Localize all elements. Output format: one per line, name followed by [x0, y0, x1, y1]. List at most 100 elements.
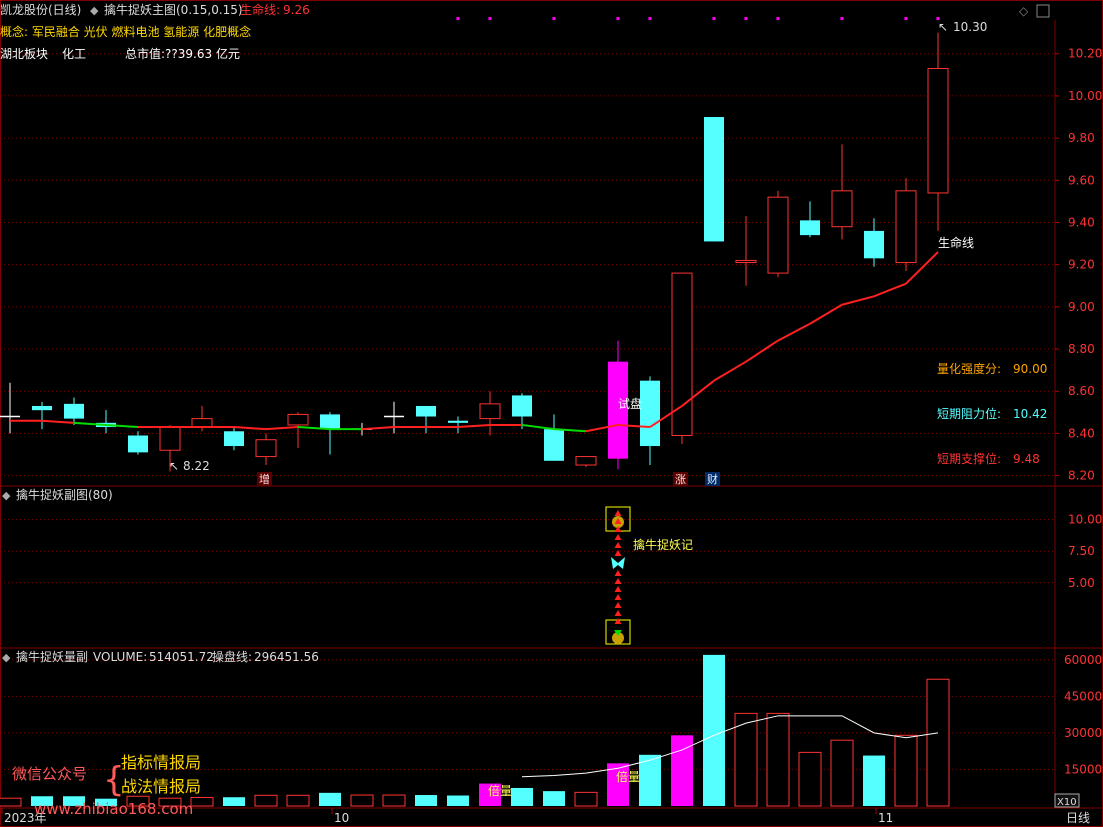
y-tick-label: 9.00: [1068, 300, 1095, 314]
candle-body: [831, 190, 853, 228]
ops-line: [521, 715, 939, 778]
lifeline-segment: [105, 423, 139, 429]
volume-bar: [543, 791, 565, 806]
lifeline-tag: 生命线: [938, 235, 974, 250]
zeng-badge: [257, 472, 272, 486]
money-bag-icon: [612, 632, 624, 644]
x-tick-label: 11: [878, 811, 893, 825]
main-y-axis: 10.20 10.00 9.80 9.60 9.40 9.20 9.00 8.80 8.60 8.…: [1055, 47, 1102, 483]
volume-value: 514051.72: [149, 650, 214, 664]
resist-value: 10.42: [1013, 407, 1047, 421]
y-tick-label: 15000: [1064, 762, 1102, 776]
market-cap: 总市值:??39.63 亿元: [125, 46, 240, 61]
signal-dot: [744, 17, 748, 20]
x10-box[interactable]: [1054, 793, 1080, 808]
candle-body: [608, 361, 628, 459]
lifeline-segment: [649, 405, 683, 428]
cai-text: 财: [707, 472, 718, 486]
lifeline-series: [10, 251, 939, 433]
brace-icon: {: [103, 760, 125, 800]
low-price-label: 8.22: [183, 459, 210, 473]
candle-body: [544, 429, 564, 461]
signal-dots: [456, 17, 940, 20]
resist-label: 短期阻力位:: [937, 406, 1001, 421]
lifeline-value: 9.26: [283, 3, 310, 17]
diamond-icon[interactable]: ◇: [1019, 4, 1029, 18]
up-arrow-icon: [614, 586, 622, 592]
signal-dot: [840, 17, 844, 20]
lifeline-segment: [457, 423, 491, 429]
strength-label: 量化强度分:: [937, 361, 1001, 376]
lifeline-segment: [617, 423, 651, 429]
lifeline-segment: [361, 426, 395, 431]
y-tick-label: 10.00: [1068, 89, 1102, 103]
y-tick-label: 7.50: [1068, 544, 1095, 558]
lifeline-segment: [873, 282, 907, 298]
up-arrow-icon: [614, 542, 622, 548]
candle-body: [864, 230, 884, 259]
strength-value: 90.00: [1013, 362, 1047, 376]
candle-body: [704, 117, 724, 242]
signal-dot: [456, 17, 460, 20]
wechat-label: 微信公众号: [12, 765, 87, 783]
watermark-site: www.zhibiao168.com: [34, 800, 193, 818]
high-price-label: 10.30: [953, 20, 987, 34]
high-arrow-icon: ↖: [938, 20, 948, 34]
day-label[interactable]: 日线: [1066, 811, 1090, 825]
volume-bar: [926, 678, 950, 807]
volume-y-axis: 60000 45000 30000 15000: [1064, 653, 1102, 777]
panel3-toggle-icon[interactable]: ◆: [2, 651, 11, 664]
volume-bar: [830, 739, 854, 807]
beiliang-label-1: 倍量: [488, 783, 512, 798]
lifeline-label: 生命线:: [240, 2, 280, 17]
volume-bar: [511, 787, 533, 806]
candle-body: [320, 414, 340, 430]
volume-bar: [703, 654, 725, 806]
y-tick-label: 9.80: [1068, 131, 1095, 145]
panel3-title: 擒牛捉妖量副: [16, 649, 88, 664]
volume-bar: [31, 796, 53, 806]
volume-bar: [382, 794, 406, 807]
menu-toggle-icon[interactable]: ◆: [90, 4, 99, 17]
down-arrow-icon: [614, 630, 622, 636]
candle-body: [416, 405, 436, 417]
candle-body: [767, 196, 789, 274]
candlestick-series: [0, 32, 949, 472]
lifeline-segment: [297, 426, 331, 431]
y-tick-label: 5.00: [1068, 576, 1095, 590]
y-tick-label: 45000: [1064, 689, 1102, 703]
lifeline-segment: [41, 419, 75, 424]
candle-body: [640, 380, 660, 447]
volume-bar: [574, 791, 598, 807]
stock-name: 凯龙股份(日线): [0, 3, 81, 17]
up-arrow-icon: [614, 526, 622, 532]
y-tick-label: 8.80: [1068, 342, 1095, 356]
lifeline-segment: [585, 423, 619, 433]
signal-dot: [936, 17, 940, 20]
volume-bar: [447, 795, 469, 806]
candle-body: [448, 420, 468, 423]
maximize-button[interactable]: [1036, 4, 1050, 18]
x10-label[interactable]: X10: [1057, 797, 1077, 808]
panel2-title: 擒牛捉妖副图(80): [16, 487, 113, 502]
volume-bar: [734, 712, 758, 807]
volume-bar: [894, 734, 918, 807]
panel2-toggle-icon[interactable]: ◆: [2, 489, 11, 502]
ops-label: 操盘线:: [212, 649, 252, 664]
candle-body: [159, 426, 181, 451]
candle-body: [287, 413, 309, 426]
y-tick-label: 9.60: [1068, 173, 1095, 187]
concept-line: 概念: 军民融合 光伏 燃料电池 氢能源 化肥概念: [0, 24, 251, 39]
sub-panel-grid: [0, 519, 1055, 584]
beiliang-label-2: 倍量: [616, 769, 640, 784]
candle-body: [895, 190, 917, 264]
volume-bar: [319, 792, 341, 806]
candle-body: [512, 395, 532, 417]
candle-body: [191, 418, 213, 428]
volume-bar: [95, 798, 117, 806]
up-arrow-icon: [614, 602, 622, 608]
candle-body: [575, 456, 597, 466]
candle-body: [32, 405, 52, 411]
ops-line-series: [521, 715, 939, 778]
zeng-text: 增: [259, 472, 270, 486]
